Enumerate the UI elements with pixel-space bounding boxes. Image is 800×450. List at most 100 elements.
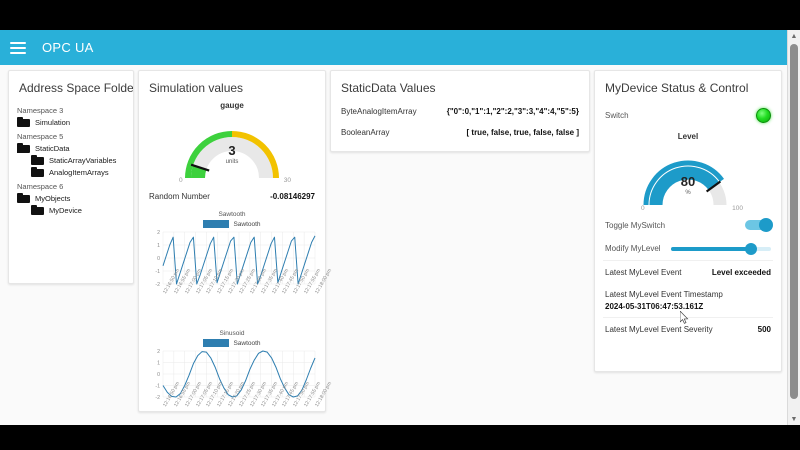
- level-gauge: 80 % 0 100: [595, 141, 781, 213]
- divider: [603, 317, 773, 318]
- event-label: Latest MyLevel Event Severity: [605, 325, 713, 334]
- scrollbar-thumb[interactable]: [790, 44, 798, 399]
- row-value: {"0":0,"1":1,"2":2,"3":3,"4":4,"5":5}: [446, 107, 579, 116]
- folder-icon: [31, 167, 44, 177]
- tree-node-label: Simulation: [35, 117, 71, 127]
- modify-mylevel-row: Modify MyLevel: [595, 237, 781, 260]
- chart-x-axis-labels: 12:16:50 pm 12:16:55 pm 12:17:00 pm 12:17:0…: [145, 268, 333, 326]
- svg-text:0: 0: [157, 372, 160, 378]
- gauge-min-label: 0: [179, 177, 183, 184]
- svg-text:2: 2: [157, 230, 160, 236]
- gauge-arc-svg: [185, 131, 279, 179]
- legend-swatch: [203, 339, 230, 347]
- gauge-units: %: [685, 190, 691, 196]
- svg-text:-2: -2: [155, 395, 160, 400]
- latest-event-timestamp-row: Latest MyLevel Event Timestamp 2024-05-3…: [595, 284, 781, 317]
- gauge-value: 3: [228, 143, 236, 158]
- panel-title: MyDevice Status & Control: [605, 81, 749, 95]
- address-space-panel: Address Space Folder Str... Namespace 3 S…: [8, 70, 134, 284]
- gauge-label: Level: [677, 132, 699, 141]
- tree-node-label: MyDevice: [49, 205, 82, 215]
- namespace-label: Namespace 3: [17, 106, 64, 115]
- toggle-myswitch[interactable]: [745, 218, 773, 232]
- tree-node[interactable]: MyDevice: [31, 205, 133, 215]
- random-number-label: Random Number: [149, 192, 210, 201]
- gauge-max-label: 30: [283, 177, 291, 184]
- letterbox-bottom: [0, 425, 800, 450]
- letterbox-top: [0, 0, 800, 30]
- scroll-down-arrow-icon[interactable]: ▼: [790, 415, 798, 423]
- tree-node-label: StaticArrayVariables: [49, 155, 117, 165]
- simulation-values-panel: Simulation values gauge 3 units 0 30 Ran…: [138, 70, 333, 412]
- tree-node[interactable]: AnalogItemArrays: [31, 167, 133, 177]
- svg-text:-1: -1: [155, 384, 160, 390]
- app-header: OPC UA: [0, 30, 788, 65]
- tree-node-label: MyObjects: [35, 193, 71, 203]
- table-row: ByteAnalogItemArray {"0":0,"1":1,"2":2,"…: [331, 101, 589, 122]
- svg-text:2: 2: [157, 349, 160, 355]
- row-label: BooleanArray: [341, 128, 390, 137]
- event-label: Latest MyLevel Event Timestamp: [605, 290, 723, 299]
- gauge-arc-svg: [643, 160, 732, 206]
- simulation-gauge: 3 units 0 30: [139, 110, 325, 186]
- toggle-label: Toggle MySwitch: [605, 220, 666, 230]
- tree-node[interactable]: Simulation: [17, 117, 133, 127]
- latest-event-row: Latest MyLevel Event Level exceeded: [595, 261, 781, 284]
- tree-node-label: AnalogItemArrays: [49, 167, 109, 177]
- scroll-up-arrow-icon[interactable]: ▲: [790, 32, 798, 40]
- gauge-max-label: 100: [732, 205, 743, 212]
- legend-swatch: [203, 220, 230, 228]
- sinusoid-chart: Sinusoid Sawtooth 2 1 0 -1 -2 12:16:50 pm 12:…: [145, 330, 333, 425]
- chart-legend[interactable]: Sawtooth: [145, 339, 319, 347]
- panel-title: StaticData Values: [341, 81, 436, 95]
- toggle-myswitch-row: Toggle MySwitch: [595, 213, 781, 237]
- slider-knob[interactable]: [744, 242, 757, 255]
- event-label: Latest MyLevel Event: [605, 268, 682, 277]
- table-row: BooleanArray [ true, false, true, false,…: [331, 122, 589, 143]
- legend-label: Sawtooth: [233, 220, 261, 228]
- event-value: 500: [757, 325, 771, 334]
- gauge-value: 80: [680, 174, 696, 189]
- chart-plot-svg: 2 1 0 -1 -2: [155, 349, 316, 401]
- folder-icon: [31, 155, 44, 165]
- app-title: OPC UA: [42, 40, 94, 55]
- legend-label: Sawtooth: [233, 339, 261, 347]
- tree-node[interactable]: StaticArrayVariables: [31, 155, 133, 165]
- tree-node-label: StaticData: [35, 143, 70, 153]
- random-number-row: Random Number -0.08146297: [139, 186, 325, 207]
- folder-icon: [17, 193, 30, 203]
- folder-icon: [17, 117, 30, 127]
- row-value: [ true, false, true, false, false ]: [466, 128, 579, 137]
- folder-icon: [17, 143, 30, 153]
- latest-event-severity-row: Latest MyLevel Event Severity 500: [595, 318, 781, 341]
- sawtooth-chart: Sawtooth Sawtooth 2 1 0 -1 -2 12:16:50 pm 12:…: [145, 211, 333, 326]
- gauge-units: units: [225, 159, 239, 165]
- tree-node[interactable]: MyObjects: [17, 193, 133, 203]
- mylevel-slider[interactable]: [670, 242, 771, 255]
- chart-title: Sawtooth: [218, 211, 246, 218]
- chart-title: Sinusoid: [219, 330, 245, 337]
- event-value: 2024-05-31T06:47:53.161Z: [605, 302, 704, 311]
- svg-text:1: 1: [157, 243, 160, 249]
- svg-text:0: 0: [157, 256, 160, 262]
- namespace-label: Namespace 6: [17, 182, 64, 191]
- vertical-scrollbar[interactable]: ▲ ▼: [787, 30, 800, 425]
- svg-text:-2: -2: [155, 282, 160, 287]
- switch-row: Switch: [595, 101, 781, 130]
- panel-title: Address Space Folder Str...: [19, 81, 133, 95]
- switch-label: Switch: [605, 111, 629, 120]
- app-viewport: OPC UA ▲ ▼ Address Space Folder Str... N…: [0, 30, 800, 425]
- gauge-label: gauge: [220, 101, 244, 110]
- toggle-knob[interactable]: [759, 218, 773, 232]
- folder-icon: [31, 205, 44, 215]
- slider-fill: [670, 246, 751, 251]
- tree-node[interactable]: StaticData: [17, 143, 133, 153]
- chart-plot-svg: 2 1 0 -1 -2: [155, 230, 316, 288]
- event-value: Level exceeded: [711, 268, 771, 277]
- hamburger-icon[interactable]: [10, 41, 26, 54]
- chart-legend[interactable]: Sawtooth: [145, 220, 319, 228]
- mydevice-status-panel: MyDevice Status & Control Switch Level 8…: [594, 70, 782, 372]
- mouse-cursor-icon: [680, 311, 689, 324]
- panel-title: Simulation values: [149, 81, 244, 95]
- address-space-tree: Namespace 3 Simulation Namespace 5 StaticDa…: [9, 106, 133, 215]
